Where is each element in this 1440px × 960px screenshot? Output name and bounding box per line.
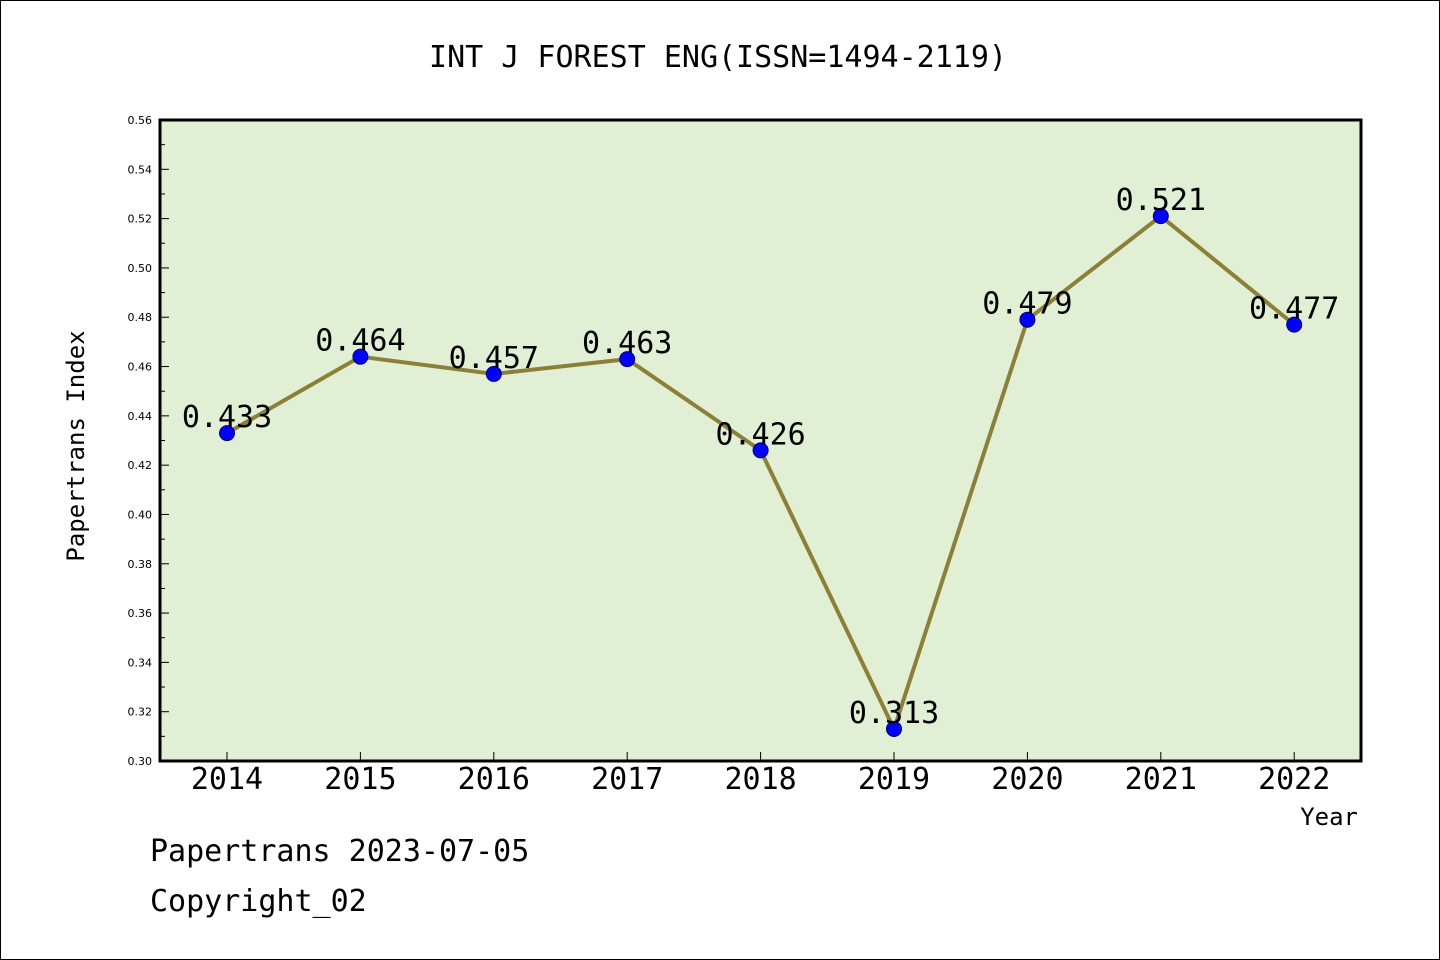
data-label: 0.457 [449,341,539,376]
data-label: 0.313 [849,696,939,731]
plot-area [158,118,1363,763]
y-axis-label: Papertrans Index [62,330,90,561]
y-tick-label: 0.52 [128,213,153,226]
y-tick-label: 0.34 [128,656,153,669]
chart-title: INT J FOREST ENG(ISSN=1494-2119) [429,40,1007,75]
x-tick-label: 2016 [458,762,530,797]
data-label: 0.479 [982,287,1072,322]
data-label: 0.463 [582,326,672,361]
x-tick-label: 2021 [1125,762,1197,797]
data-point [485,365,502,382]
data-point [752,442,769,459]
y-tick-label: 0.46 [128,361,153,374]
data-point [1019,311,1036,328]
footer-copyright-text: Copyright_02 [150,884,367,919]
y-tick-label: 0.44 [128,410,153,423]
y-axis: 0.30 0.32 0.34 0.36 0.38 0.40 0.42 0.44 0.46 0.48… [128,114,169,768]
x-tick-label: 2014 [191,762,263,797]
data-point [352,348,369,365]
data-point [619,351,636,368]
x-tick-label: 2017 [591,762,663,797]
y-tick-label: 0.32 [128,706,153,719]
y-tick-label: 0.30 [128,755,153,768]
data-label: 0.477 [1249,292,1339,327]
y-tick-label: 0.50 [128,262,153,275]
data-label: 0.426 [715,417,805,452]
x-tick-label: 2018 [724,762,796,797]
data-label: 0.464 [315,324,405,359]
footer-date-text: Papertrans 2023-07-05 [150,834,530,869]
series-layer: 0.433 0.464 0.457 0.463 0.426 0.313 0.479 0.521… [182,183,1339,737]
data-label: 0.433 [182,400,272,435]
y-tick-label: 0.56 [128,114,153,127]
data-label: 0.521 [1116,183,1206,218]
y-tick-label: 0.40 [128,508,153,521]
data-point [1152,208,1169,225]
x-axis: 2014 2015 2016 2017 2018 2019 2020 2021 2022 [191,752,1330,797]
x-tick-label: 2019 [858,762,930,797]
y-tick-label: 0.48 [128,311,153,324]
y-tick-label: 0.42 [128,459,153,472]
y-tick-label: 0.38 [128,558,153,571]
x-tick-label: 2020 [991,762,1063,797]
x-tick-label: 2015 [324,762,396,797]
data-point [219,425,235,442]
x-tick-label: 2022 [1258,762,1330,797]
data-point [886,720,902,737]
data-point [1286,316,1303,333]
x-axis-label: Year [1300,803,1358,831]
y-tick-label: 0.36 [128,607,153,620]
y-tick-label: 0.54 [128,163,153,176]
